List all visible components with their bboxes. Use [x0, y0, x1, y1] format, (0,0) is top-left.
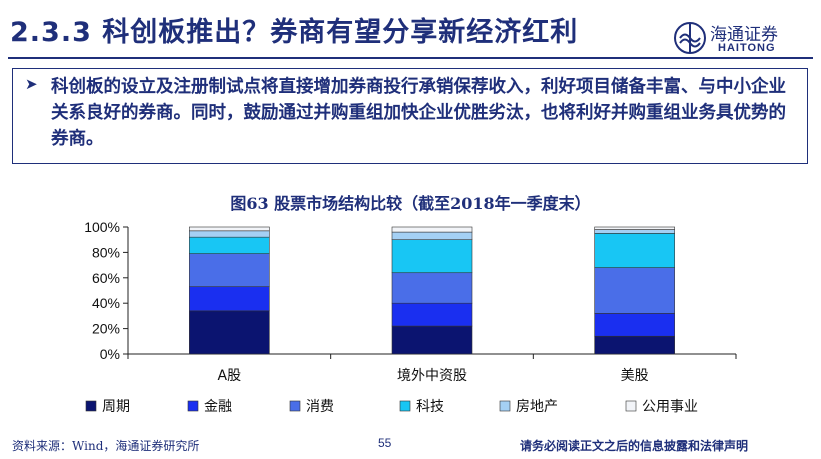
legend-swatch [289, 400, 301, 412]
bar-segment [391, 325, 473, 355]
bar-segment [594, 226, 675, 230]
legend-swatch [499, 400, 511, 412]
bar-segment [391, 231, 473, 241]
company-logo: 海通证券 HAITONG [672, 20, 812, 60]
bar-segment [594, 229, 675, 234]
y-tick-label: 80% [92, 244, 120, 260]
y-tick-label: 0% [100, 346, 120, 362]
legend-label: 房地产 [516, 399, 558, 415]
bar-segment [391, 239, 473, 274]
y-tick-label: 60% [92, 270, 120, 286]
bar-segment [594, 267, 675, 314]
bar-segment [391, 272, 473, 304]
y-tick-label: 100% [84, 219, 120, 235]
bar-segment [594, 335, 675, 355]
title-divider [8, 57, 813, 59]
x-tick-label: 境外中资股 [397, 368, 467, 384]
bar-segment [189, 230, 270, 238]
logo-name: 海通证券 [710, 25, 778, 45]
x-tick-label: A股 [218, 368, 242, 384]
bar-segment [391, 226, 473, 233]
legend-swatch [399, 400, 411, 412]
legend-label: 周期 [102, 399, 130, 415]
summary-text: 科创板的设立及注册制试点将直接增加券商投行承销保荐收入，利好项目储备丰富、与中小… [51, 77, 786, 149]
legend-label: 金融 [204, 399, 232, 415]
x-tick-label: 美股 [621, 368, 649, 384]
bar-segment [189, 310, 270, 355]
source-note: 资料来源：Wind，海通证券研究所 [12, 439, 200, 453]
y-tick-label: 20% [92, 321, 120, 337]
bar-segment [594, 313, 675, 337]
legend-label: 消费 [306, 399, 334, 415]
bar-segment [189, 253, 270, 287]
legend-label: 公用事业 [642, 399, 698, 415]
page-title: 2.3.3 科创板推出？券商有望分享新经济红利 [10, 17, 579, 48]
legend-label: 科技 [416, 399, 444, 415]
bar-segment [189, 236, 270, 254]
bar-segment [594, 233, 675, 268]
bar-segment [189, 226, 270, 232]
logo-subtitle: HAITONG [718, 42, 776, 54]
disclaimer: 请务必阅读正文之后的信息披露和法律声明 [520, 439, 749, 453]
chart-title: 图63 股票市场结构比较（截至2018年一季度末） [230, 194, 591, 213]
bar-segment [189, 286, 270, 312]
legend-swatch [625, 400, 637, 412]
legend-swatch [187, 400, 199, 412]
summary-box: ➤ 科创板的设立及注册制试点将直接增加券商投行承销保荐收入，利好项目储备丰富、与… [12, 68, 808, 164]
bullet-arrow-icon: ➤ [25, 75, 38, 93]
page-number: 55 [378, 436, 392, 450]
y-tick-label: 40% [92, 295, 120, 311]
haitong-logo-icon [674, 22, 706, 54]
legend-swatch [85, 400, 97, 412]
bar-segment [391, 302, 473, 327]
